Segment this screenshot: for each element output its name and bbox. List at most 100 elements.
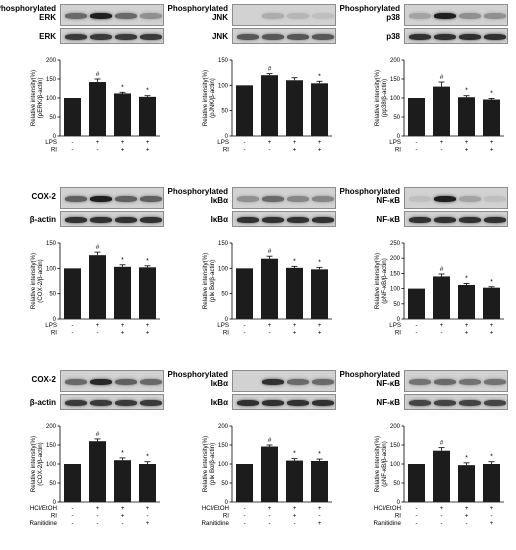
treatment-sign: -	[268, 520, 270, 527]
bar-chart: Relative intensity(%)(ρIκ Bα/β-actin) 0 50…	[202, 241, 332, 337]
significance-mark: #	[440, 440, 444, 447]
treatment-sign: +	[318, 139, 322, 146]
y-tick-label: 50	[49, 292, 56, 298]
treatment-sign: +	[465, 505, 469, 512]
blot-band	[140, 196, 162, 202]
treatment-sign: -	[243, 520, 245, 527]
blot-band	[312, 379, 334, 385]
bar	[261, 258, 278, 319]
blot-phospho	[60, 370, 164, 392]
blot-total	[232, 394, 336, 410]
panel-3: Phosphorylated p38 p38 Relative intensity(%…	[340, 0, 516, 183]
treatment-label: HCl/EtOH	[202, 505, 229, 512]
blot-band	[237, 400, 259, 406]
treatment-sign: +	[96, 505, 100, 512]
significance-mark: *	[318, 73, 321, 80]
bar	[408, 464, 425, 502]
blot-band	[90, 379, 112, 385]
y-tick-label: 100	[390, 462, 401, 468]
blot-band	[434, 196, 456, 202]
y-axis-label: Relative intensity(%)(ρp38/β-actin)	[374, 70, 388, 126]
blot-label-phospho: Phosphorylated	[0, 4, 56, 13]
bar	[139, 464, 156, 502]
treatment-sign: -	[440, 330, 442, 337]
blot-label-bottom: β-actin	[29, 215, 56, 224]
treatment-label: RI	[223, 513, 229, 520]
treatment-sign: +	[490, 505, 494, 512]
blot-band	[140, 379, 162, 385]
y-axis-label: Relative intensity(%)(ρJNK/β-actin)	[202, 70, 216, 126]
significance-mark: *	[318, 259, 321, 266]
bar	[64, 98, 81, 136]
treatment-label: Ranitidine	[373, 520, 401, 527]
treatment-label: LPS	[45, 322, 57, 329]
treatment-sign: +	[490, 330, 494, 337]
treatment-sign: -	[440, 147, 442, 154]
y-tick-label: 0	[225, 500, 229, 506]
blot-band	[409, 13, 431, 19]
y-tick-label: 100	[390, 287, 401, 293]
blot-total	[232, 28, 336, 44]
y-tick-label: 50	[393, 481, 400, 487]
bar	[311, 83, 328, 136]
treatment-sign: +	[146, 505, 150, 512]
significance-mark: *	[490, 90, 493, 97]
panel-6: Phosphorylated NF-κB NF-κB Relative intensi…	[340, 183, 516, 366]
bar	[286, 460, 303, 502]
blot-band	[459, 217, 481, 223]
treatment-sign: +	[268, 505, 272, 512]
significance-mark: *	[121, 257, 124, 264]
bar	[433, 276, 450, 319]
treatment-sign: -	[415, 139, 417, 146]
significance-mark: *	[465, 275, 468, 282]
significance-mark: *	[121, 84, 124, 91]
treatment-sign: +	[293, 505, 297, 512]
treatment-sign: +	[268, 322, 272, 329]
significance-mark: #	[440, 74, 444, 81]
treatment-sign: +	[146, 147, 150, 154]
y-axis-label: Relative intensity(%)(COX-2/β-actin)	[30, 436, 44, 492]
significance-mark: *	[146, 88, 149, 95]
blot-band	[115, 379, 137, 385]
treatment-sign: +	[490, 147, 494, 154]
y-axis-label-line: Relative intensity(%)	[202, 253, 209, 309]
treatment-sign: -	[96, 513, 98, 520]
treatment-label: RI	[223, 330, 229, 337]
blot-total	[232, 211, 336, 227]
y-tick-label: 0	[225, 317, 229, 323]
treatment-label: HCl/EtOH	[30, 505, 57, 512]
y-axis-label-line: (ρNF-κB/β-actin)	[381, 441, 388, 487]
y-tick-label: 100	[218, 83, 229, 89]
y-axis-label-line: (COX-2/β-actin)	[37, 442, 44, 485]
blot-phospho	[60, 4, 164, 26]
significance-mark: *	[318, 451, 321, 458]
bar	[408, 98, 425, 136]
bar	[89, 255, 106, 319]
y-tick-label: 50	[49, 115, 56, 121]
treatment-sign: -	[415, 513, 417, 520]
treatment-label: RI	[51, 513, 57, 520]
y-tick-label: 50	[221, 109, 228, 115]
y-axis-label: Relative intensity(%)(ρNF-κB/β-actin)	[374, 436, 388, 492]
panel-2: Phosphorylated JNK JNK Relative intensity(%…	[168, 0, 344, 183]
significance-mark: *	[146, 454, 149, 461]
blot-band	[312, 400, 334, 406]
bar	[311, 460, 328, 502]
blot-label-phospho: Phosphorylated	[339, 370, 400, 379]
y-tick-label: 100	[218, 462, 229, 468]
significance-mark: #	[96, 71, 100, 78]
y-tick-label: 0	[397, 500, 401, 506]
blot-band	[434, 13, 456, 19]
y-tick-label: 150	[218, 58, 229, 64]
bar	[408, 288, 425, 319]
blot-label-bottom: NF-κB	[376, 215, 400, 224]
y-axis-label-line: Relative intensity(%)	[374, 70, 381, 126]
treatment-sign: -	[243, 505, 245, 512]
treatment-sign: -	[121, 520, 123, 527]
y-axis-label-line: Relative intensity(%)	[374, 253, 381, 309]
blot-band	[262, 217, 284, 223]
blot-band	[90, 217, 112, 223]
bar	[139, 267, 156, 319]
bar	[286, 80, 303, 136]
blot-band	[65, 400, 87, 406]
